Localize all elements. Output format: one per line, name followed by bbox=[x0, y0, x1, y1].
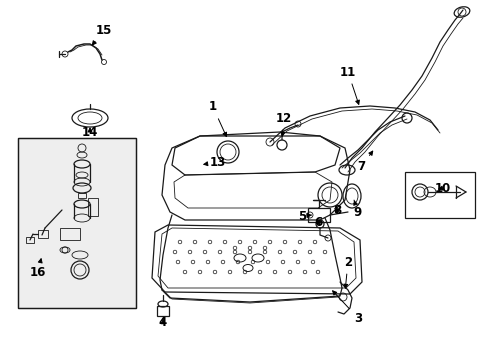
Text: 9: 9 bbox=[353, 200, 362, 219]
Text: 15: 15 bbox=[92, 23, 112, 45]
Text: 14: 14 bbox=[81, 126, 98, 139]
Text: 5: 5 bbox=[297, 210, 311, 222]
Text: 11: 11 bbox=[339, 66, 359, 104]
Text: 12: 12 bbox=[275, 112, 291, 136]
Bar bbox=[78, 193, 86, 198]
Text: 13: 13 bbox=[203, 156, 225, 168]
Text: 8: 8 bbox=[332, 203, 341, 216]
Text: 1: 1 bbox=[208, 100, 226, 136]
Bar bbox=[88, 198, 98, 216]
Text: 16: 16 bbox=[30, 259, 46, 279]
Bar bbox=[18, 138, 136, 308]
Bar bbox=[38, 230, 48, 238]
Bar bbox=[404, 172, 474, 218]
Bar bbox=[157, 306, 169, 316]
Text: 6: 6 bbox=[313, 216, 322, 229]
Text: 10: 10 bbox=[434, 181, 450, 194]
Bar bbox=[18, 138, 136, 308]
Text: 4: 4 bbox=[159, 315, 167, 328]
Text: 7: 7 bbox=[356, 151, 372, 174]
Bar bbox=[60, 228, 80, 240]
Bar bbox=[26, 237, 34, 243]
Bar bbox=[307, 208, 329, 222]
Text: 2: 2 bbox=[343, 256, 351, 288]
Text: 3: 3 bbox=[332, 291, 361, 324]
